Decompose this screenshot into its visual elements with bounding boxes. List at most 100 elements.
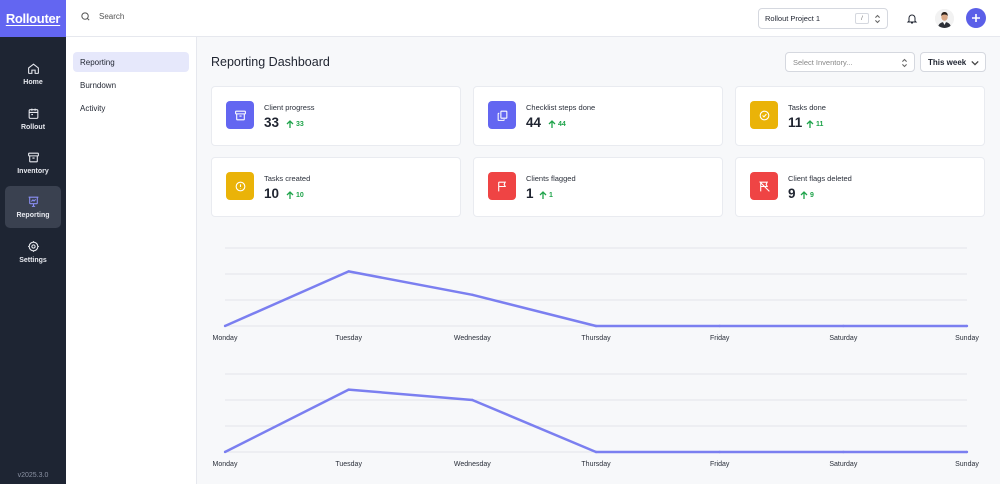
x-tick-label: Saturday: [829, 335, 858, 342]
stat-card-client-flags-deleted: Client flags deleted 9 9: [735, 157, 985, 217]
arrow-up-icon: [800, 191, 808, 199]
data-point[interactable]: [718, 324, 721, 328]
subnav-item-burndown[interactable]: Burndown: [73, 75, 189, 95]
stat-delta: 1: [539, 191, 553, 200]
stat-icon: [488, 101, 516, 129]
arrow-up-icon: [286, 120, 294, 128]
stat-icon: [226, 172, 254, 200]
data-point[interactable]: [594, 450, 598, 454]
subnav-item-label: Activity: [80, 103, 106, 113]
stat-label: Tasks done: [788, 103, 826, 112]
search-icon: [81, 12, 90, 21]
arrow-up-icon: [539, 191, 547, 199]
x-tick-label: Sunday: [955, 335, 979, 342]
data-point[interactable]: [842, 450, 845, 454]
shortcut-key: /: [855, 13, 869, 24]
flag-icon: [497, 181, 506, 191]
stat-value: 11: [788, 115, 803, 130]
rail-item-label: Settings: [19, 257, 47, 264]
home-icon: [27, 63, 39, 74]
presentation-chart-icon: [28, 196, 38, 207]
rail-item-label: Rollout: [20, 124, 46, 131]
x-tick-label: Friday: [710, 335, 730, 342]
stat-delta-value: 9: [810, 192, 814, 199]
stat-card-tasks-created: Tasks created 10 10: [211, 157, 461, 217]
subnav-item-reporting[interactable]: Reporting: [73, 52, 189, 72]
x-tick-label: Tuesday: [335, 461, 362, 468]
stat-label: Clients flagged: [526, 174, 576, 183]
check-circle-icon: [759, 110, 769, 120]
copy-icon: [497, 110, 507, 121]
archive-icon: [27, 152, 39, 163]
secondary-nav: Reporting Burndown Activity: [66, 37, 197, 484]
x-tick-label: Sunday: [955, 461, 979, 468]
x-tick-label: Friday: [710, 461, 730, 468]
stat-value: 10: [264, 186, 280, 201]
avatar[interactable]: [935, 9, 954, 28]
project-select-value: Rollout Project 1: [765, 14, 821, 23]
rail-item-inventory[interactable]: Inventory: [5, 142, 61, 184]
stat-icon: [488, 172, 516, 200]
data-point[interactable]: [223, 450, 227, 454]
period-select-value: This week: [928, 57, 967, 67]
search-input[interactable]: [99, 12, 259, 21]
x-tick-label: Wednesday: [454, 335, 491, 342]
data-point[interactable]: [965, 324, 969, 328]
gear-icon: [27, 241, 39, 252]
project-select[interactable]: Rollout Project 1 /: [758, 8, 888, 29]
stat-delta: 9: [800, 191, 814, 200]
data-point[interactable]: [842, 324, 845, 328]
add-button[interactable]: [966, 8, 986, 28]
user-avatar-image: [935, 9, 954, 28]
inventory-select-placeholder: Select Inventory...: [793, 57, 853, 67]
calendar-icon: [28, 108, 38, 119]
logo-text: Rollouter: [5, 11, 61, 26]
chevron-up-down-icon: [902, 58, 907, 68]
stat-label: Tasks created: [264, 174, 311, 183]
stat-icon: [750, 172, 778, 200]
stat-label: Checklist steps done: [526, 103, 596, 112]
stat-delta-value: 33: [296, 121, 304, 128]
data-point[interactable]: [965, 450, 969, 454]
series-line: [224, 270, 967, 328]
series-line: [224, 388, 967, 454]
rail-item-home[interactable]: Home: [5, 53, 61, 95]
rail-item-label: Home: [23, 79, 43, 86]
x-tick-label: Thursday: [581, 461, 611, 468]
archive-icon: [234, 110, 246, 120]
data-point[interactable]: [471, 398, 474, 402]
data-point[interactable]: [471, 293, 474, 296]
logo[interactable]: Rollouter: [0, 0, 66, 37]
version-label: v2025.3.0: [17, 472, 49, 479]
data-point[interactable]: [594, 324, 598, 328]
stat-icon: [750, 101, 778, 129]
period-select[interactable]: This week: [920, 52, 986, 72]
line-chart-svg: Monday Tuesday Wednesday Thursday Friday Satu…: [213, 247, 979, 342]
rail-item-rollout[interactable]: Rollout: [5, 98, 61, 140]
x-tick-label: Wednesday: [454, 461, 491, 468]
arrow-up-icon: [806, 120, 814, 128]
data-point[interactable]: [718, 450, 721, 454]
x-tick-label: Monday: [213, 461, 238, 468]
stat-delta-value: 11: [816, 121, 824, 128]
line-chart-2: Monday Tuesday Wednesday Thursday Friday Satu…: [205, 366, 990, 471]
stat-delta: 11: [806, 120, 823, 129]
x-tick-label: Saturday: [829, 461, 858, 468]
plus-icon: [972, 14, 980, 22]
stat-label: Client flags deleted: [788, 174, 852, 183]
bell-icon[interactable]: [906, 12, 918, 25]
rail-item-settings[interactable]: Settings: [5, 231, 61, 273]
stat-icon: [226, 101, 254, 129]
arrow-up-icon: [286, 191, 294, 199]
line-chart-1: Monday Tuesday Wednesday Thursday Friday Satu…: [205, 240, 990, 345]
rail-item-reporting[interactable]: Reporting: [5, 186, 61, 228]
data-point[interactable]: [223, 324, 227, 328]
x-tick-label: Thursday: [581, 335, 611, 342]
data-point[interactable]: [347, 388, 350, 391]
data-point[interactable]: [347, 270, 350, 273]
stat-delta-value: 10: [296, 192, 304, 199]
subnav-item-activity[interactable]: Activity: [73, 98, 189, 118]
subnav-item-label: Burndown: [80, 80, 117, 90]
inventory-select[interactable]: Select Inventory...: [785, 52, 915, 72]
info-circle-icon: [235, 181, 245, 191]
